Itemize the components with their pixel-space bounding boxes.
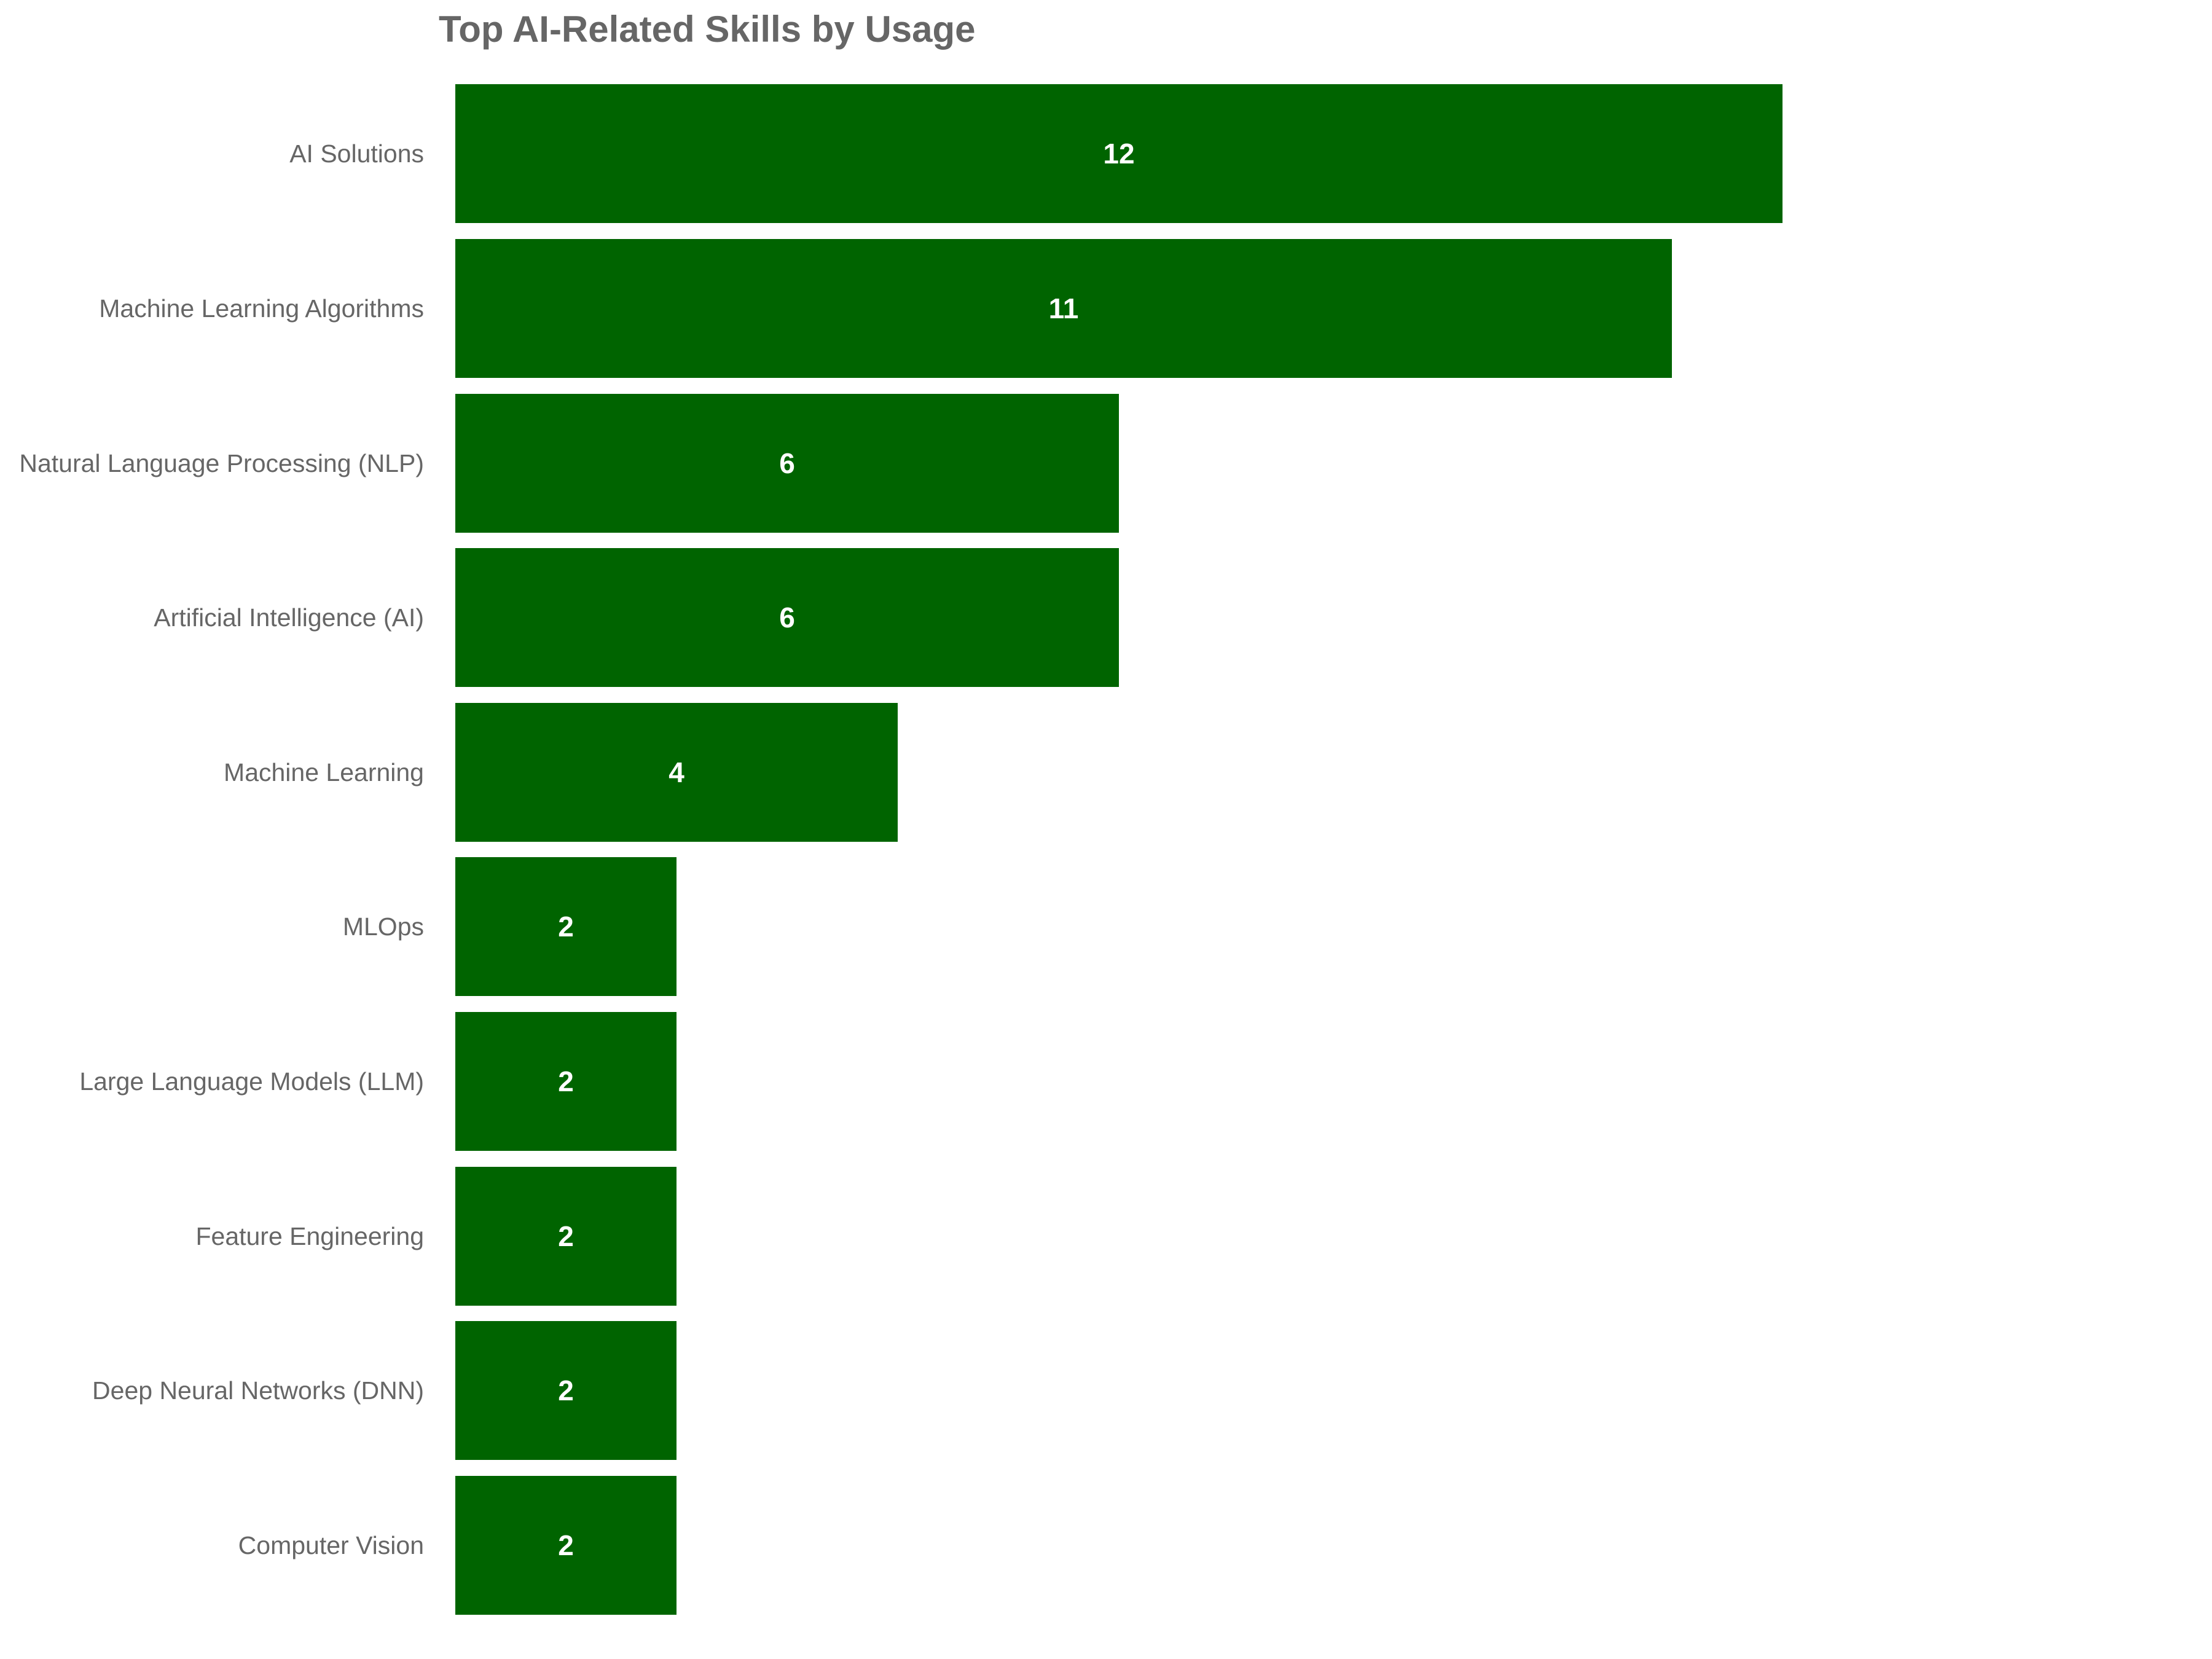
bar-value-label: 4 xyxy=(669,756,684,788)
bar-value-label: 2 xyxy=(558,1220,574,1252)
bar-value-label: 2 xyxy=(558,1065,574,1097)
bar-value-label: 2 xyxy=(558,1375,574,1406)
bar-row: Machine Learning 4 xyxy=(0,703,2212,842)
bar-value-label: 2 xyxy=(558,911,574,943)
bar: 2 xyxy=(455,1167,677,1306)
chart-title: Top AI-Related Skills by Usage xyxy=(439,9,976,50)
bar-value-label: 11 xyxy=(1048,292,1079,324)
category-label: Artificial Intelligence (AI) xyxy=(154,603,424,632)
category-label: Natural Language Processing (NLP) xyxy=(19,449,424,477)
bar: 2 xyxy=(455,1476,677,1615)
bar-row: Computer Vision 2 xyxy=(0,1476,2212,1615)
category-label: Computer Vision xyxy=(238,1531,424,1559)
bar: 2 xyxy=(455,1321,677,1460)
bar-row: AI Solutions 12 xyxy=(0,84,2212,223)
bar-value-label: 12 xyxy=(1103,138,1135,170)
category-label: Feature Engineering xyxy=(195,1222,424,1250)
bar: 4 xyxy=(455,703,898,842)
category-label: Machine Learning xyxy=(224,758,424,786)
category-label: AI Solutions xyxy=(289,139,424,168)
bar-value-label: 6 xyxy=(779,447,795,479)
category-label: Deep Neural Networks (DNN) xyxy=(92,1376,424,1405)
bar: 11 xyxy=(455,239,1672,378)
bar: 6 xyxy=(455,548,1119,687)
category-label: Large Language Models (LLM) xyxy=(79,1067,424,1096)
bar-row: Artificial Intelligence (AI) 6 xyxy=(0,548,2212,687)
bar-row: MLOps 2 xyxy=(0,857,2212,996)
bar: 6 xyxy=(455,394,1119,533)
bar-row: Deep Neural Networks (DNN) 2 xyxy=(0,1321,2212,1460)
bar-value-label: 2 xyxy=(558,1529,574,1561)
bar-value-label: 6 xyxy=(779,602,795,633)
bar: 2 xyxy=(455,857,677,996)
category-label: Machine Learning Algorithms xyxy=(99,294,424,323)
category-label: MLOps xyxy=(342,912,424,941)
bar-row: Feature Engineering 2 xyxy=(0,1167,2212,1306)
bar-row: Machine Learning Algorithms 11 xyxy=(0,239,2212,378)
bar-row: Natural Language Processing (NLP) 6 xyxy=(0,394,2212,533)
bar-row: Large Language Models (LLM) 2 xyxy=(0,1012,2212,1151)
bar: 2 xyxy=(455,1012,677,1151)
bar: 12 xyxy=(455,84,1783,223)
